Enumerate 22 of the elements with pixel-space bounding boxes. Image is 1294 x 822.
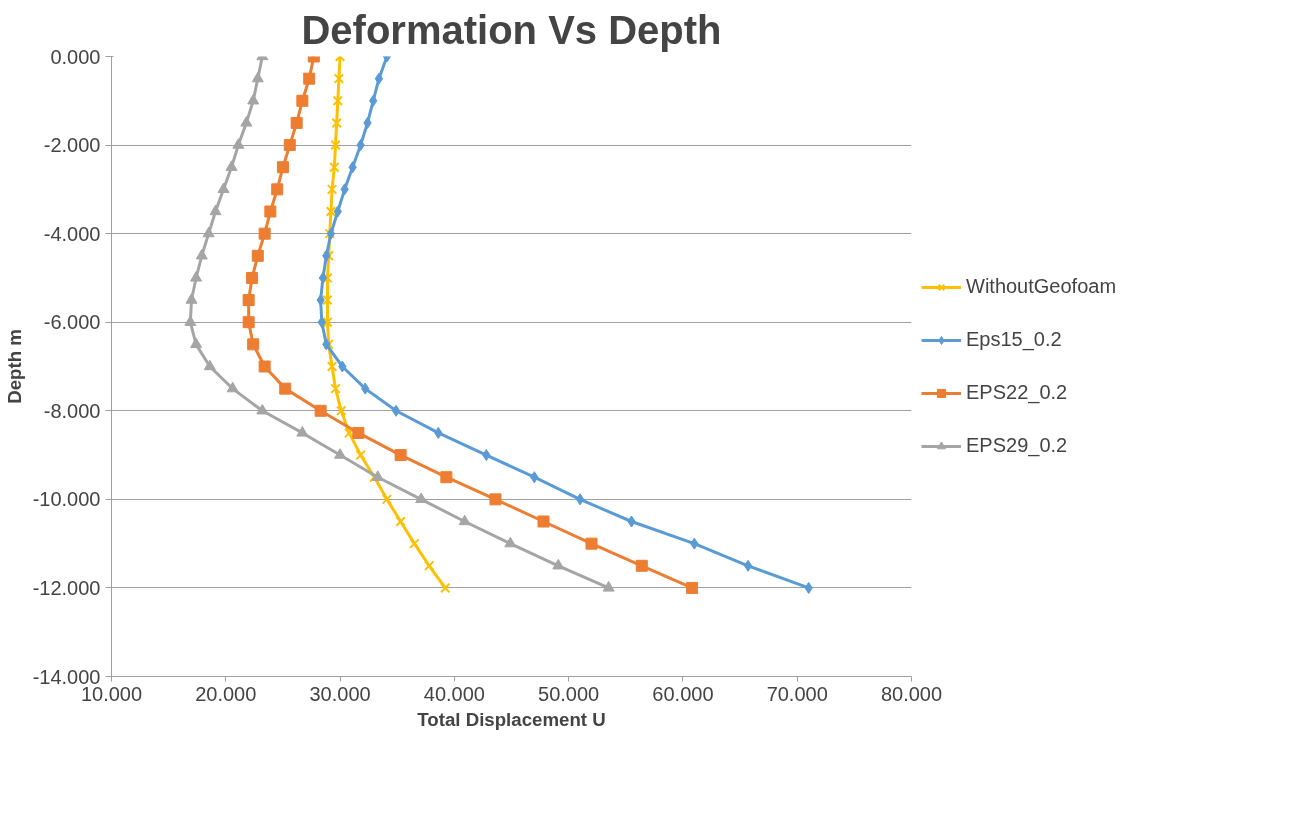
legend-label: WithoutGeofoam <box>966 275 1117 298</box>
y-tick-label: -10.000 <box>32 488 101 511</box>
x-tick-label: 30.000 <box>309 682 371 705</box>
x-tick-label: 80.000 <box>880 682 943 705</box>
y-tick-label: -14.000 <box>32 665 101 688</box>
legend-label: EPS22_0.2 <box>966 381 1068 404</box>
y-tick-label: -12.000 <box>32 576 101 599</box>
x-tick-label: 70.000 <box>766 682 828 705</box>
y-axis-title: Depth m <box>3 329 25 404</box>
legend-label: Eps15_0.2 <box>966 328 1063 351</box>
y-tick-label: 0.000 <box>50 45 101 68</box>
x-tick-label: 20.000 <box>195 682 257 705</box>
legend-label: EPS29_0.2 <box>966 434 1068 457</box>
y-tick-label: -4.000 <box>43 222 101 245</box>
y-tick-label: -2.000 <box>43 134 101 157</box>
x-tick-label: 50.000 <box>538 682 600 705</box>
chart-title: Deformation Vs Depth <box>301 7 722 52</box>
y-tick-label: -6.000 <box>43 311 101 334</box>
y-tick-label: -8.000 <box>43 399 101 422</box>
x-axis-title: Total Displacement U <box>417 708 606 730</box>
x-tick-label: 40.000 <box>423 682 485 705</box>
x-tick-label: 60.000 <box>652 682 714 705</box>
